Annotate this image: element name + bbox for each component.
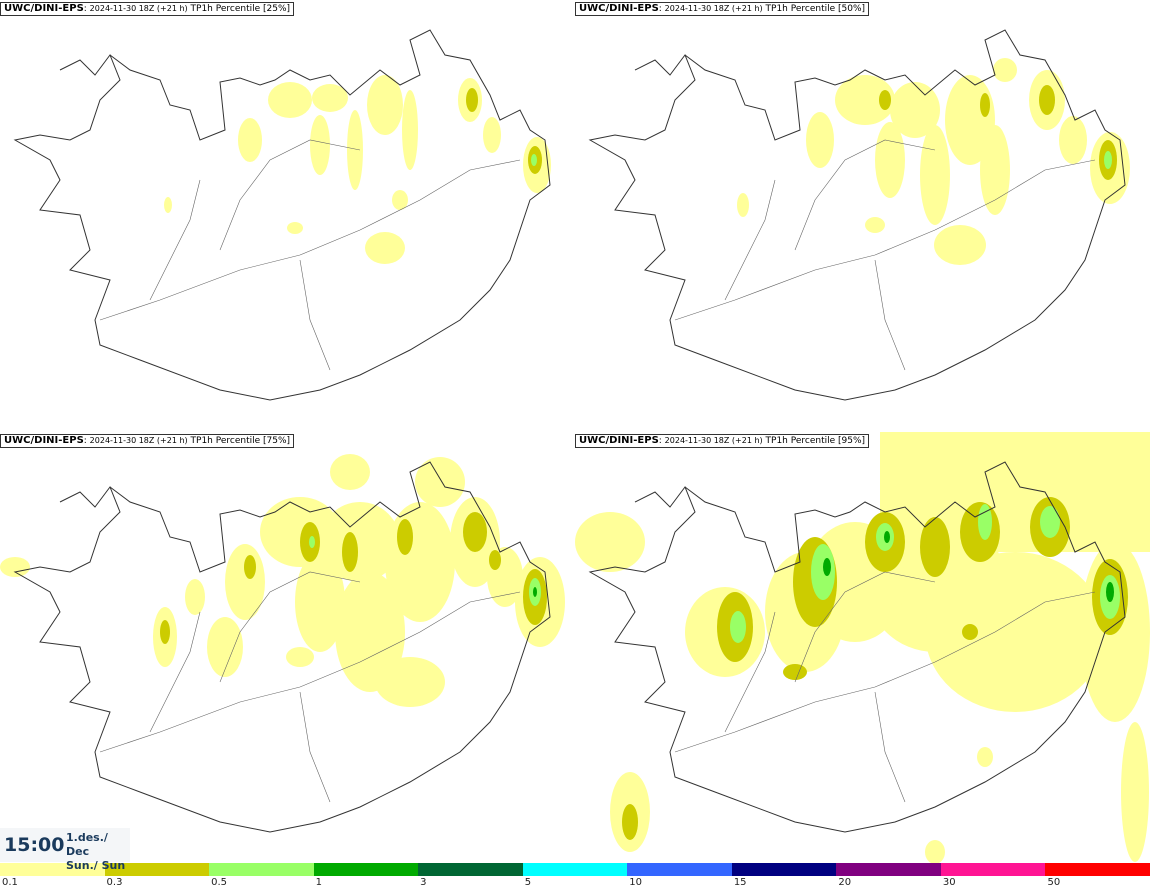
iceland-map: [588, 29, 1130, 401]
legend-tick-label: 20: [838, 877, 852, 888]
legend-tick-label: 0.1: [2, 877, 18, 888]
legend-ticks: 0.1 0.3 0.5 1 3 5 10 15 20 30 50: [0, 877, 1150, 891]
legend-swatch: [0, 863, 105, 876]
legend-tick-label: 0.3: [106, 877, 123, 888]
iceland-map: [0, 454, 565, 833]
legend-tick-label: 5: [524, 877, 532, 888]
legend-tick-label: 1: [315, 877, 322, 888]
legend-tick-label: 50: [1047, 877, 1061, 888]
panel-title: UWC/DINI-EPS: 2024-11-30 18Z (+21 h) TP1…: [575, 2, 870, 16]
legend-swatch: [104, 863, 210, 876]
valid-time: 15:00: [4, 834, 65, 856]
legend-swatch: [522, 863, 628, 876]
legend-swatch: [418, 863, 523, 876]
legend-tick-label: 3: [420, 877, 427, 888]
coastline: [13, 29, 551, 401]
legend-tick-label: 15: [733, 877, 747, 888]
legend-swatch: [313, 863, 419, 876]
color-legend: [0, 863, 1150, 876]
map-panel-p75: UWC/DINI-EPS: 2024-11-30 18Z (+21 h) TP1…: [0, 432, 575, 864]
legend-swatch: [209, 863, 314, 876]
map-panel-p95: UWC/DINI-EPS: 2024-11-30 18Z (+21 h) TP1…: [575, 432, 1150, 864]
legend-swatch: [627, 863, 732, 876]
legend-swatch: [940, 863, 1046, 876]
road-network: [99, 139, 521, 371]
legend-swatch: [836, 863, 941, 876]
legend-tick-label: 30: [942, 877, 956, 888]
iceland-map: [13, 29, 551, 401]
panel-title: UWC/DINI-EPS: 2024-11-30 18Z (+21 h) TP1…: [0, 434, 295, 448]
legend-tick-label: 0.5: [211, 877, 227, 888]
iceland-map: [575, 432, 1150, 864]
panel-title: UWC/DINI-EPS: 2024-11-30 18Z (+21 h) TP1…: [0, 2, 295, 16]
valid-time-box: 15:00 1.des./ Dec Sun./ Sun: [0, 828, 130, 872]
legend-tick-label: 10: [629, 877, 642, 888]
panel-title: UWC/DINI-EPS: 2024-11-30 18Z (+21 h) TP1…: [575, 434, 870, 448]
legend-swatch: [731, 863, 837, 876]
map-panel-p25: UWC/DINI-EPS: 2024-11-30 18Z (+21 h) TP1…: [0, 0, 575, 432]
valid-date: 1.des./ Dec Sun./ Sun: [66, 831, 126, 872]
legend-swatch: [1045, 863, 1150, 876]
map-panel-p50: UWC/DINI-EPS: 2024-11-30 18Z (+21 h) TP1…: [575, 0, 1150, 432]
